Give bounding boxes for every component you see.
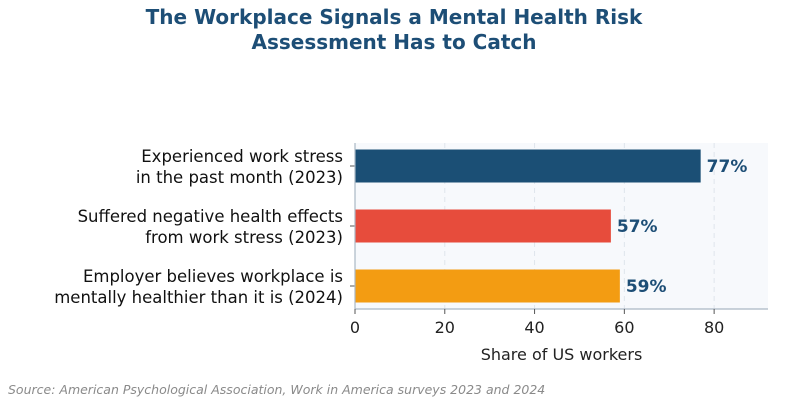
bar <box>355 209 611 243</box>
bar <box>355 269 620 303</box>
category-labels: Experienced work stress in the past month… <box>54 147 355 307</box>
bar-value-label: 57% <box>617 217 658 237</box>
bar-value-label: 59% <box>626 277 667 297</box>
x-tick-label: 0 <box>350 318 360 337</box>
chart-title-line-1: The Workplace Signals a Mental Health Ri… <box>145 5 643 29</box>
category-label: mentally healthier than it is (2024) <box>54 288 343 307</box>
bar-value-label: 77% <box>707 157 748 177</box>
x-tick-label: 40 <box>524 318 544 337</box>
x-tick-label: 60 <box>614 318 634 337</box>
x-axis-label: Share of US workers <box>481 345 643 364</box>
bars <box>355 149 701 303</box>
chart-title: The Workplace Signals a Mental Health Ri… <box>0 5 788 55</box>
category-label: Suffered negative health effects <box>78 207 343 226</box>
x-tick-label: 20 <box>435 318 455 337</box>
category-label: from work stress (2023) <box>145 228 343 247</box>
x-tick-label: 80 <box>704 318 724 337</box>
value-labels: 77% 57% 59% <box>617 157 747 297</box>
source-note: Source: American Psychological Associati… <box>8 382 546 397</box>
category-label: Employer believes workplace is <box>83 267 343 286</box>
category-label: Experienced work stress <box>141 147 343 166</box>
chart-title-line-2: Assessment Has to Catch <box>251 30 537 54</box>
category-label: in the past month (2023) <box>136 168 343 187</box>
bar <box>355 149 701 183</box>
x-axis-ticks: 0 20 40 60 80 <box>350 309 724 337</box>
